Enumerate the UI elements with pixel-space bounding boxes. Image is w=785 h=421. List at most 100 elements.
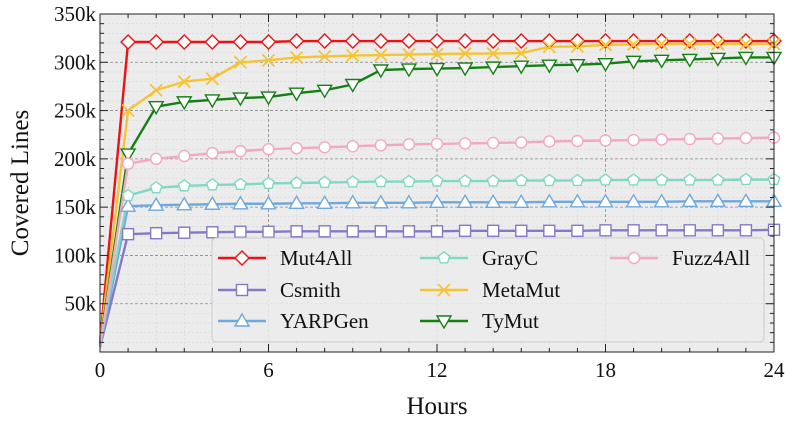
- data-point-tymut: [400, 63, 418, 78]
- data-point-csmith: [739, 224, 753, 237]
- data-point-tymut: [484, 61, 502, 76]
- data-point-fuzz4all: [374, 139, 388, 152]
- data-point-csmith: [430, 225, 444, 238]
- data-point-fuzz4all: [149, 152, 163, 166]
- data-point-fuzz4all: [206, 146, 219, 160]
- data-point-metamut: [205, 72, 219, 86]
- data-point-yarpgen: [597, 193, 614, 208]
- data-point-tymut: [372, 64, 390, 79]
- y-tick-labels: 50k 100k 150k 200k 250k 300k 350k: [54, 2, 97, 316]
- data-point-fuzz4all: [571, 134, 584, 148]
- data-point-tymut: [260, 91, 277, 106]
- data-point-csmith: [543, 224, 556, 238]
- data-point-grayc: [570, 173, 584, 187]
- data-point-fuzz4all: [318, 141, 331, 154]
- data-point-fuzz4all: [486, 136, 500, 150]
- data-point-fuzz4all: [234, 144, 247, 158]
- data-point-yarpgen: [147, 196, 165, 211]
- data-point-tymut: [541, 59, 558, 74]
- y-tick-label: 300k: [54, 50, 97, 74]
- x-tick-label: 0: [95, 358, 106, 382]
- data-point-mut4all: [344, 33, 361, 50]
- data-point-mut4all: [485, 33, 502, 50]
- data-point-tymut: [709, 52, 727, 67]
- data-point-metamut: [261, 53, 276, 67]
- data-point-csmith: [655, 224, 668, 237]
- legend-label-yarpgen: YARPGen: [280, 309, 369, 333]
- y-tick-label: 200k: [54, 147, 97, 171]
- data-point-grayc: [233, 177, 247, 191]
- data-point-grayc: [318, 175, 332, 189]
- data-point-metamut: [655, 37, 669, 51]
- data-point-yarpgen: [400, 194, 418, 209]
- data-point-yarpgen: [709, 192, 727, 208]
- data-point-metamut: [346, 48, 360, 63]
- data-point-csmith: [262, 225, 275, 238]
- data-point-csmith: [290, 225, 303, 238]
- data-point-grayc: [346, 175, 360, 188]
- data-point-metamut: [598, 38, 613, 52]
- legend-item-tymut: TyMut: [420, 309, 539, 333]
- data-point-yarpgen: [204, 195, 221, 210]
- data-point-grayc: [205, 178, 219, 191]
- data-point-csmith: [346, 225, 359, 238]
- data-point-metamut: [402, 47, 416, 62]
- data-point-mut4all: [232, 34, 249, 50]
- data-point-grayc: [542, 173, 556, 187]
- data-point-metamut: [233, 55, 248, 69]
- data-point-fuzz4all: [543, 135, 556, 148]
- data-point-fuzz4all: [290, 142, 303, 155]
- data-point-mut4all: [120, 34, 137, 50]
- data-point-tymut: [428, 62, 446, 77]
- data-point-grayc: [402, 174, 416, 188]
- legend-marker-csmith: [235, 283, 249, 297]
- data-point-metamut: [289, 50, 304, 65]
- data-point-csmith: [627, 224, 640, 237]
- legend-label-csmith: Csmith: [280, 278, 341, 302]
- legend-label-tymut: TyMut: [482, 309, 539, 333]
- legend-marker-fuzz4all: [627, 251, 641, 265]
- data-point-yarpgen: [653, 193, 670, 208]
- data-point-csmith: [149, 227, 163, 240]
- data-point-tymut: [653, 54, 670, 69]
- data-point-yarpgen: [288, 194, 305, 209]
- data-point-metamut: [542, 40, 556, 54]
- data-point-grayc: [598, 173, 613, 186]
- data-point-fuzz4all: [739, 131, 753, 145]
- data-point-yarpgen: [484, 193, 502, 209]
- data-point-mut4all: [597, 33, 614, 50]
- data-point-yarpgen: [569, 193, 586, 208]
- data-point-tymut: [513, 60, 530, 75]
- data-point-csmith: [402, 225, 416, 238]
- legend-item-yarpgen: YARPGen: [218, 309, 369, 333]
- data-point-grayc: [121, 188, 135, 202]
- y-tick-label: 350k: [54, 2, 97, 26]
- data-point-grayc: [430, 174, 444, 187]
- data-point-metamut: [374, 48, 388, 62]
- data-point-tymut: [344, 78, 361, 93]
- data-point-tymut: [288, 87, 305, 102]
- x-tick-label: 24: [764, 358, 785, 382]
- data-point-tymut: [119, 148, 137, 163]
- data-point-fuzz4all: [683, 132, 696, 146]
- data-point-metamut: [458, 46, 472, 61]
- data-point-grayc: [739, 172, 753, 186]
- data-point-grayc: [683, 173, 697, 186]
- data-point-yarpgen: [428, 193, 446, 209]
- data-point-metamut: [430, 47, 444, 61]
- data-point-tymut: [737, 51, 755, 66]
- data-point-yarpgen: [344, 194, 361, 209]
- data-point-yarpgen: [260, 195, 277, 210]
- legend-item-fuzz4all: Fuzz4All: [610, 246, 750, 270]
- legend-marker-mut4all: [234, 250, 250, 266]
- data-point-tymut: [176, 96, 193, 111]
- data-point-yarpgen: [625, 193, 642, 208]
- data-point-metamut: [514, 46, 528, 60]
- data-point-csmith: [318, 225, 331, 238]
- data-point-metamut: [318, 49, 332, 64]
- y-tick-label: 100k: [54, 243, 97, 267]
- legend-label-mut4all: Mut4All: [280, 246, 353, 270]
- x-axis-label: Hours: [406, 393, 467, 420]
- data-point-metamut: [177, 74, 191, 89]
